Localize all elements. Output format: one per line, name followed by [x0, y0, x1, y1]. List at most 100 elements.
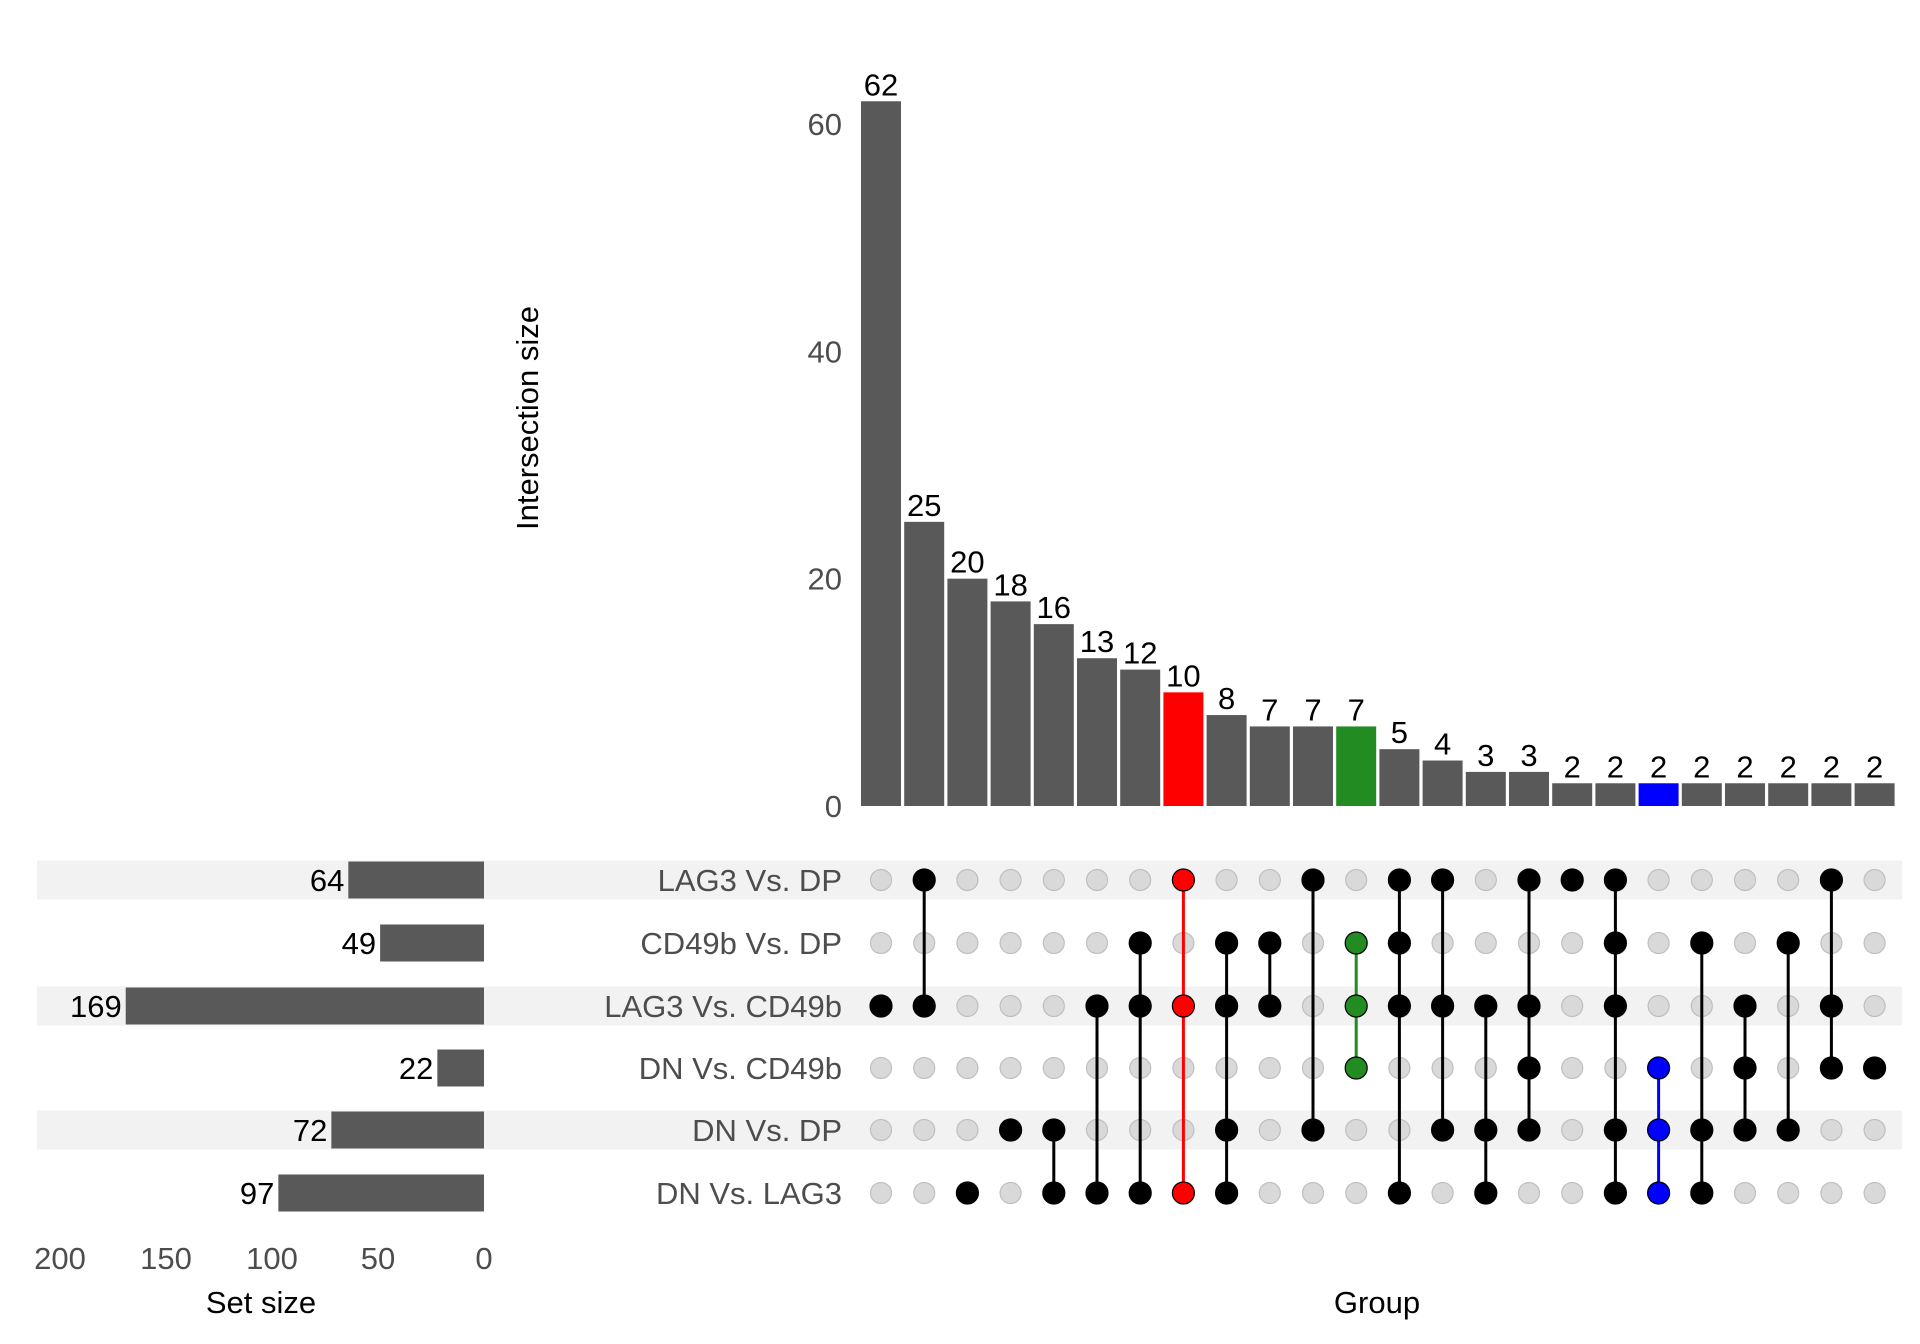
intersection-bar — [1811, 783, 1852, 806]
set-size-axis-ticks: 200 150 100 50 0 — [34, 1241, 492, 1276]
matrix-dot-active — [1301, 1118, 1325, 1142]
intersection-bar — [1249, 726, 1290, 806]
matrix-dot-active — [1387, 868, 1412, 892]
matrix-dot-active — [1819, 1056, 1844, 1080]
matrix-dot-active — [1733, 994, 1757, 1018]
bar-value-label: 8 — [1218, 681, 1235, 716]
matrix-dot-active — [869, 994, 893, 1018]
set-size-value-label: 22 — [399, 1051, 433, 1086]
bar-value-label: 2 — [1564, 749, 1581, 784]
matrix-dot-active — [1690, 1181, 1714, 1205]
intersection-axis-ticks: 0 20 40 60 — [808, 107, 842, 824]
matrix-dot-active — [1042, 1181, 1066, 1205]
bar-value-label: 13 — [1080, 624, 1114, 659]
matrix-dot-inactive — [1474, 931, 1497, 955]
matrix-dot-inactive — [1820, 1181, 1843, 1205]
bar-value-label: 25 — [907, 488, 941, 523]
intersection-bar — [1725, 783, 1765, 806]
matrix-dot-inactive — [1561, 1056, 1584, 1080]
set-name-label: DN Vs. LAG3 — [656, 1176, 842, 1211]
intersection-bar — [1552, 783, 1593, 806]
intersection-bar — [1379, 749, 1420, 806]
matrix-dot-active — [1819, 994, 1844, 1018]
matrix-dot-inactive — [1863, 931, 1886, 955]
set-size-axis-label: Set size — [206, 1285, 316, 1320]
matrix-dot-inactive — [1733, 931, 1757, 955]
bar-value-label: 12 — [1123, 636, 1157, 671]
matrix-dot-active — [1171, 994, 1196, 1018]
matrix-dot-active — [1085, 1181, 1109, 1205]
matrix-dot-inactive — [956, 1118, 979, 1142]
matrix-dot-inactive — [1215, 868, 1238, 892]
matrix-dot-active — [1128, 1181, 1152, 1205]
matrix-dot-inactive — [1345, 1118, 1368, 1142]
matrix-dot-inactive — [1517, 1181, 1541, 1205]
matrix-dot-inactive — [1561, 1181, 1584, 1205]
matrix-dot-active — [1474, 1181, 1498, 1205]
matrix-dot-inactive — [1042, 1056, 1065, 1080]
set-size-bar — [125, 987, 484, 1025]
intersection-bar — [1336, 726, 1377, 806]
intersection-bar — [1077, 658, 1117, 806]
matrix-dot-inactive — [913, 1056, 936, 1080]
matrix-dot-inactive — [1301, 1181, 1325, 1205]
matrix-dot-active — [1646, 1118, 1671, 1142]
matrix-dot-inactive — [1561, 994, 1584, 1018]
matrix-dot-active — [1603, 868, 1628, 892]
matrix-dot-inactive — [1733, 1181, 1757, 1205]
intersection-bar — [1595, 783, 1636, 806]
matrix-dot-active — [1258, 931, 1282, 955]
bar-value-label: 62 — [864, 67, 898, 102]
matrix-dot-inactive — [1863, 1181, 1886, 1205]
matrix-dot-active — [1603, 994, 1628, 1018]
matrix-dot-active — [1042, 1118, 1066, 1142]
y-tick-label: 60 — [808, 107, 842, 142]
set-size-value-label: 49 — [342, 926, 376, 961]
matrix-dot-inactive — [1863, 868, 1886, 892]
matrix-dot-inactive — [1690, 868, 1713, 892]
x-tick-label: 150 — [140, 1241, 192, 1276]
bar-value-label: 4 — [1434, 727, 1451, 762]
matrix-dot-active — [1560, 868, 1584, 892]
matrix-dot-inactive — [1647, 931, 1670, 955]
matrix-dot-active — [1646, 1056, 1671, 1080]
matrix-dot-inactive — [1647, 868, 1670, 892]
x-tick-label: 50 — [361, 1241, 395, 1276]
intersection-bar — [1120, 669, 1161, 806]
bar-value-label: 18 — [993, 567, 1027, 602]
matrix-dot-active — [1387, 931, 1412, 955]
bar-value-label: 7 — [1348, 692, 1365, 727]
set-size-bar — [278, 1174, 484, 1212]
matrix-dot-inactive — [1733, 868, 1757, 892]
intersection-bar — [1768, 783, 1809, 806]
matrix-dot-inactive — [999, 1181, 1022, 1205]
matrix-dot-active — [1214, 1118, 1239, 1142]
matrix-dot-active — [1517, 868, 1541, 892]
set-size-value-label: 169 — [70, 989, 122, 1024]
matrix-dot-inactive — [1561, 1118, 1584, 1142]
matrix-dot-active — [1733, 1056, 1757, 1080]
matrix-dot-inactive — [999, 1056, 1022, 1080]
matrix-dot-active — [1603, 931, 1628, 955]
matrix-dot-inactive — [1863, 1118, 1886, 1142]
matrix-dot-active — [1690, 1118, 1714, 1142]
set-name-label: CD49b Vs. DP — [640, 926, 842, 961]
set-size-bar — [331, 1111, 484, 1149]
matrix-dot-inactive — [869, 1118, 893, 1142]
intersection-bar — [1509, 771, 1549, 806]
matrix-dot-inactive — [1345, 1181, 1368, 1205]
y-tick-label: 20 — [808, 562, 842, 597]
intersection-bar — [1206, 715, 1247, 806]
matrix-dot-inactive — [1258, 1118, 1281, 1142]
matrix-dot-inactive — [913, 1118, 936, 1142]
bar-value-label: 2 — [1693, 749, 1710, 784]
matrix-dot-inactive — [1561, 931, 1584, 955]
matrix-dot-inactive — [1777, 1181, 1800, 1205]
matrix-dot-inactive — [1042, 931, 1065, 955]
set-size-value-label: 64 — [310, 863, 344, 898]
set-size-value-label: 97 — [240, 1176, 274, 1211]
intersection-bar — [1293, 726, 1333, 806]
matrix-dot-active — [912, 994, 936, 1018]
